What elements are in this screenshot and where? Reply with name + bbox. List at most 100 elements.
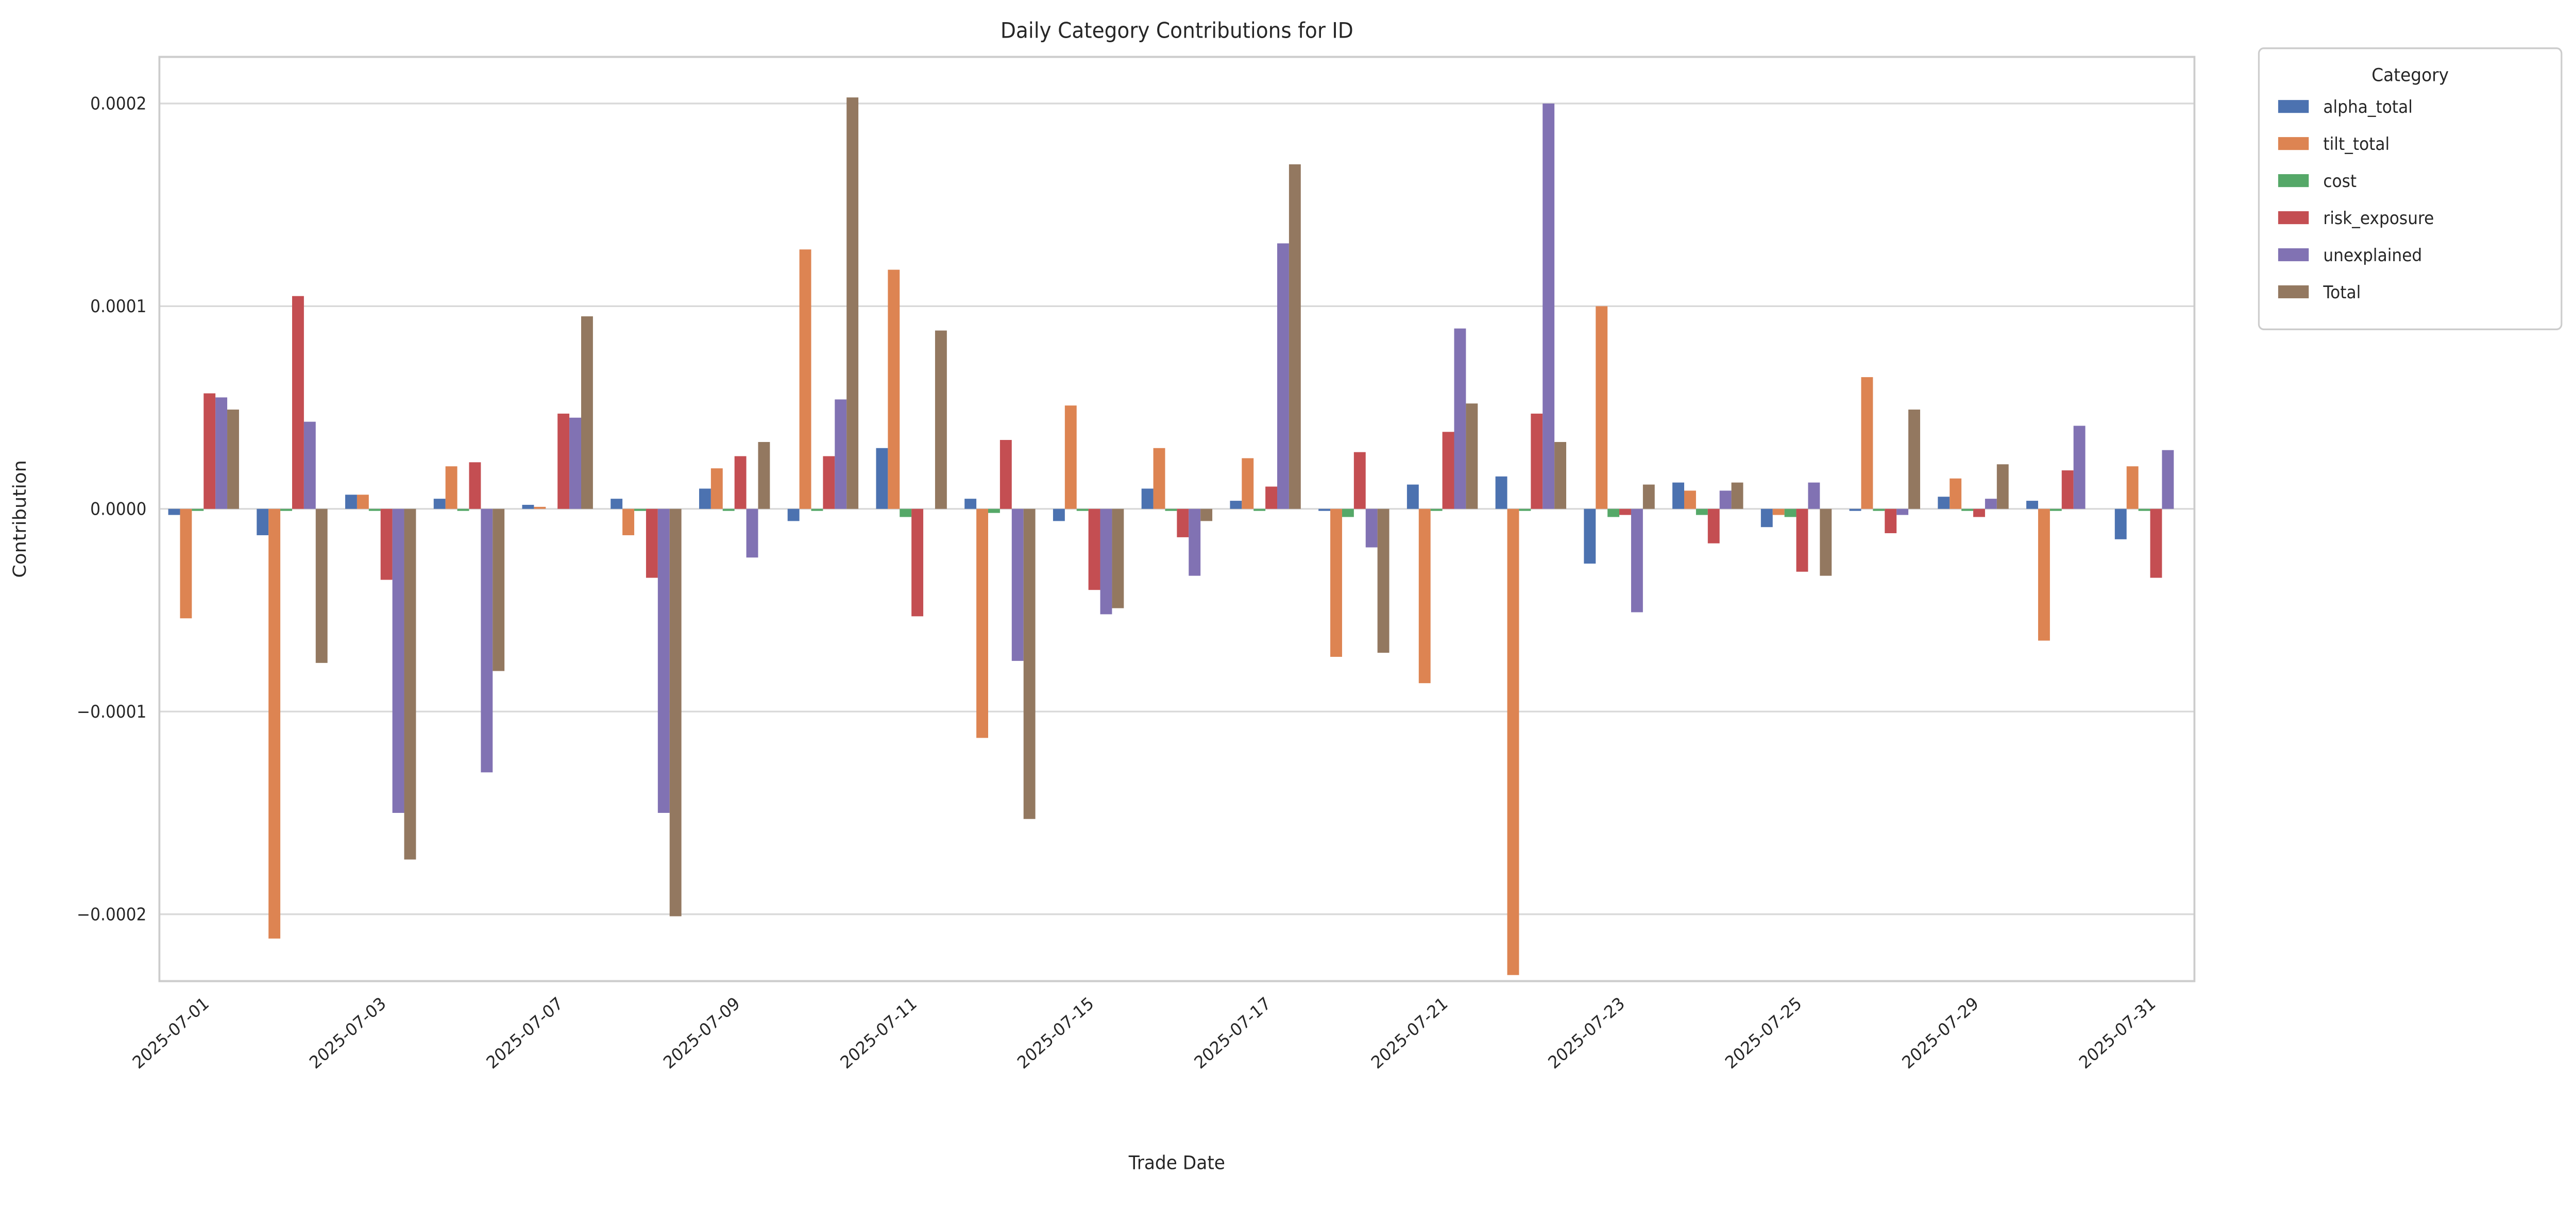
bar-cost bbox=[1961, 508, 1974, 511]
bar-alpha_total bbox=[1406, 484, 1419, 509]
bar-tilt_total bbox=[534, 506, 546, 509]
bar-alpha_total bbox=[1495, 476, 1507, 509]
bar-risk_exposure bbox=[1796, 508, 1808, 572]
bar-unexplained bbox=[303, 421, 316, 509]
x-tick-label: 2025-07-17 bbox=[1191, 993, 1275, 1073]
bar-alpha_total bbox=[522, 504, 534, 509]
bar-Total bbox=[1820, 508, 1832, 576]
legend-swatch-Total bbox=[2278, 285, 2309, 299]
bar-risk_exposure bbox=[646, 508, 658, 578]
x-tick-label: 2025-07-09 bbox=[660, 993, 744, 1073]
bar-unexplained bbox=[835, 399, 847, 509]
bar-cost bbox=[634, 508, 646, 511]
bar-risk_exposure bbox=[380, 508, 393, 580]
bar-tilt_total bbox=[2038, 508, 2050, 641]
bar-Total bbox=[1466, 403, 1478, 509]
legend-swatch-unexplained bbox=[2278, 248, 2309, 262]
bar-cost bbox=[1873, 508, 1885, 511]
bar-unexplained bbox=[1454, 328, 1466, 509]
bar-risk_exposure bbox=[1707, 508, 1720, 543]
legend-swatch-tilt_total bbox=[2278, 137, 2309, 150]
bar-unexplained bbox=[1896, 508, 1909, 515]
bar-tilt_total bbox=[1861, 377, 1873, 509]
bar-tilt_total bbox=[445, 466, 457, 509]
bar-tilt_total bbox=[710, 468, 723, 509]
bar-alpha_total bbox=[1141, 488, 1154, 509]
bar-tilt_total bbox=[1596, 306, 1608, 509]
bar-risk_exposure bbox=[1353, 452, 1366, 509]
bar-risk_exposure bbox=[1531, 413, 1543, 509]
bar-tilt_total bbox=[268, 508, 281, 939]
bar-unexplained bbox=[2162, 450, 2174, 509]
bar-cost bbox=[280, 508, 292, 511]
x-tick-label: 2025-07-03 bbox=[306, 993, 390, 1073]
bar-unexplained bbox=[215, 397, 228, 509]
bar-unexplained bbox=[1631, 508, 1643, 613]
bar-risk_exposure bbox=[292, 296, 304, 509]
bar-Total bbox=[1908, 410, 1920, 509]
bar-alpha_total bbox=[1053, 508, 1065, 521]
legend-label-cost: cost bbox=[2323, 171, 2357, 191]
bar-alpha_total bbox=[787, 508, 800, 521]
bar-tilt_total bbox=[1330, 508, 1342, 657]
x-tick-label: 2025-07-25 bbox=[1721, 993, 1805, 1073]
bar-risk_exposure bbox=[999, 440, 1012, 509]
bar-risk_exposure bbox=[1442, 432, 1454, 509]
bar-cost bbox=[722, 508, 735, 511]
bar-tilt_total bbox=[357, 495, 369, 509]
bar-tilt_total bbox=[888, 269, 900, 509]
bar-alpha_total bbox=[1849, 508, 1861, 511]
bar-alpha_total bbox=[1230, 501, 1242, 509]
chart-title: Daily Category Contributions for ID bbox=[1001, 18, 1353, 43]
bar-cost bbox=[1607, 508, 1620, 517]
bar-risk_exposure bbox=[734, 456, 747, 509]
bar-risk_exposure bbox=[1265, 486, 1278, 509]
bar-risk_exposure bbox=[469, 462, 481, 509]
bar-tilt_total bbox=[1772, 508, 1785, 515]
bar-Total bbox=[1023, 508, 1036, 819]
bar-unexplained bbox=[1277, 243, 1289, 509]
x-tick-label: 2025-07-21 bbox=[1367, 993, 1451, 1073]
bar-alpha_total bbox=[2026, 501, 2038, 509]
bar-cost bbox=[1165, 508, 1177, 511]
y-tick-label: 0.0000 bbox=[90, 499, 146, 519]
bar-cost bbox=[368, 508, 381, 511]
bar-alpha_total bbox=[611, 499, 623, 509]
bar-tilt_total bbox=[622, 508, 635, 535]
bar-tilt_total bbox=[976, 508, 988, 738]
bar-unexplained bbox=[1100, 508, 1112, 615]
legend-title: Category bbox=[2371, 64, 2449, 86]
bar-Total bbox=[1996, 464, 2009, 509]
legend-label-tilt_total: tilt_total bbox=[2323, 134, 2389, 154]
bar-risk_exposure bbox=[1885, 508, 1897, 534]
bar-Total bbox=[581, 316, 593, 509]
x-tick-label: 2025-07-23 bbox=[1545, 993, 1629, 1073]
bar-alpha_total bbox=[1760, 508, 1773, 528]
bar-risk_exposure bbox=[1177, 508, 1189, 537]
bar-unexplained bbox=[1985, 499, 1997, 509]
bar-Total bbox=[1289, 164, 1301, 509]
x-tick-label: 2025-07-11 bbox=[837, 993, 921, 1073]
bar-cost bbox=[811, 508, 823, 511]
legend-swatch-risk_exposure bbox=[2278, 211, 2309, 225]
bar-risk_exposure bbox=[1088, 508, 1100, 590]
bar-Total bbox=[1642, 484, 1655, 509]
bar-cost bbox=[457, 508, 469, 511]
bar-Total bbox=[404, 508, 416, 860]
bar-alpha_total bbox=[1318, 508, 1331, 511]
bar-alpha_total bbox=[876, 448, 888, 509]
bar-unexplained bbox=[1543, 103, 1555, 509]
bar-cost bbox=[1253, 508, 1266, 511]
bar-alpha_total bbox=[964, 499, 977, 509]
bar-cost bbox=[988, 508, 1000, 513]
bar-cost bbox=[900, 508, 912, 517]
bar-Total bbox=[1731, 482, 1743, 509]
bar-tilt_total bbox=[2126, 466, 2139, 509]
bar-risk_exposure bbox=[1973, 508, 1985, 517]
x-tick-label: 2025-07-01 bbox=[129, 993, 213, 1073]
y-axis-label: Contribution bbox=[10, 460, 30, 578]
bar-tilt_total bbox=[1684, 490, 1696, 509]
